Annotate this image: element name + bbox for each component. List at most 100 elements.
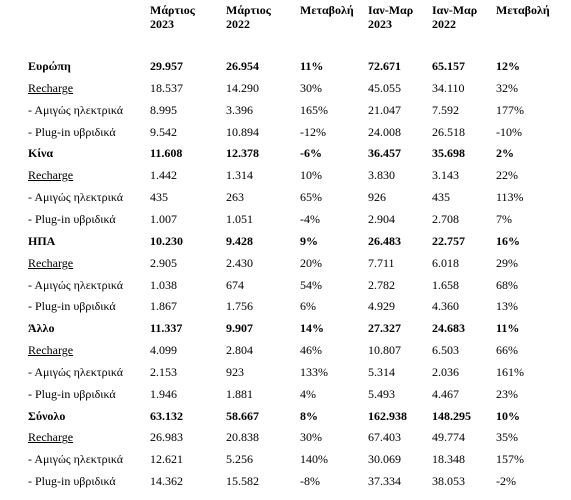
row-value: 1.881: [226, 386, 253, 401]
column-header: 2022: [432, 17, 456, 31]
row-value: 1.038: [150, 277, 177, 292]
group-value: 29.957: [150, 59, 183, 73]
row-label: - Αμιγώς ηλεκτρικά: [28, 102, 124, 117]
row-value: 14.290: [226, 80, 259, 95]
group-value: 72.671: [368, 59, 401, 73]
row-value: 20.838: [226, 430, 259, 445]
row-value: 5.256: [226, 452, 253, 467]
row-value: 6.018: [432, 255, 459, 270]
row-value: 133%: [300, 364, 328, 379]
row-value: 34.110: [432, 80, 465, 95]
row-value: 140%: [300, 452, 328, 467]
column-header: 2022: [226, 17, 250, 31]
row-value: 2.804: [226, 343, 253, 358]
group-value: 2%: [496, 146, 514, 161]
group-value: 11.608: [150, 146, 183, 161]
column-header: Ιαν-Μαρ: [432, 3, 478, 17]
row-value: 1.658: [432, 277, 459, 292]
group-value: -6%: [300, 146, 322, 161]
row-value: -10%: [496, 124, 522, 139]
row-value: 21.047: [368, 102, 401, 117]
group-value: 9.907: [226, 321, 253, 336]
row-value: 674: [226, 277, 244, 292]
group-value: 22.757: [432, 233, 465, 248]
row-value: 67.403: [368, 430, 401, 445]
group-value: 12%: [496, 59, 520, 73]
row-value: 30.069: [368, 452, 401, 467]
group-value: 11.337: [150, 321, 183, 336]
row-value: 22%: [496, 168, 518, 183]
row-value: -2%: [496, 474, 516, 489]
row-value: 2.904: [368, 211, 395, 226]
row-value: 23%: [496, 386, 518, 401]
row-value: 29%: [496, 255, 518, 270]
row-value: 113%: [496, 190, 524, 205]
column-header: 2023: [368, 17, 392, 31]
group-value: 26.954: [226, 59, 259, 73]
row-value: 4%: [300, 386, 316, 401]
group-value: 36.457: [368, 146, 401, 161]
row-value: -12%: [300, 124, 326, 139]
group-value: 148.295: [432, 408, 471, 423]
row-value: 32%: [496, 80, 518, 95]
row-value: 30%: [300, 80, 322, 95]
column-header: Μεταβολή: [496, 3, 550, 17]
row-value: 6%: [300, 299, 316, 314]
row-value: 7%: [496, 211, 512, 226]
row-value: 26.983: [150, 430, 183, 445]
group-value: 8%: [300, 408, 318, 423]
row-label: Recharge: [28, 343, 74, 358]
row-value: 4.467: [432, 386, 459, 401]
row-value: 923: [226, 364, 244, 379]
group-label: Ευρώπη: [28, 59, 71, 73]
row-value: -4%: [300, 211, 320, 226]
row-value: 13%: [496, 299, 518, 314]
row-value: 2.708: [432, 211, 459, 226]
row-label: - Plug-in υβριδικά: [28, 299, 116, 314]
row-value: 54%: [300, 277, 322, 292]
column-header: Μεταβολή: [300, 3, 354, 17]
row-value: 35%: [496, 430, 518, 445]
row-value: 15.582: [226, 474, 259, 489]
row-value: 3.830: [368, 168, 395, 183]
row-value: 26.518: [432, 124, 465, 139]
row-value: 6.503: [432, 343, 459, 358]
row-value: 18.348: [432, 452, 465, 467]
row-value: 177%: [496, 102, 524, 117]
group-value: 10.230: [150, 233, 183, 248]
row-label: - Αμιγώς ηλεκτρικά: [28, 364, 124, 379]
row-value: 1.314: [226, 168, 253, 183]
row-label: - Αμιγώς ηλεκτρικά: [28, 452, 124, 467]
row-value: 1.442: [150, 168, 177, 183]
row-value: 435: [432, 190, 450, 205]
row-value: 20%: [300, 255, 322, 270]
group-value: 58.667: [226, 408, 259, 423]
row-value: 14.362: [150, 474, 183, 489]
group-value: 11%: [300, 59, 324, 73]
row-value: 9.542: [150, 124, 177, 139]
row-value: 1.946: [150, 386, 177, 401]
row-value: 10.807: [368, 343, 401, 358]
group-value: 162.938: [368, 408, 407, 423]
row-value: 2.782: [368, 277, 395, 292]
group-value: 12.378: [226, 146, 259, 161]
row-value: 1.051: [226, 211, 253, 226]
group-value: 11%: [496, 321, 520, 336]
row-value: 1.756: [226, 299, 253, 314]
row-value: 157%: [496, 452, 524, 467]
row-label: - Plug-in υβριδικά: [28, 124, 116, 139]
row-value: 65%: [300, 190, 322, 205]
group-value: 10%: [496, 408, 520, 423]
group-value: 9%: [300, 233, 318, 248]
row-value: 926: [368, 190, 386, 205]
group-value: 35.698: [432, 146, 465, 161]
column-header: Μάρτιος: [226, 3, 271, 17]
row-value: 7.711: [368, 255, 395, 270]
row-label: Recharge: [28, 80, 74, 95]
row-value: 5.314: [368, 364, 395, 379]
row-label: - Plug-in υβριδικά: [28, 474, 116, 489]
group-value: 65.157: [432, 59, 465, 73]
group-value: 24.683: [432, 321, 465, 336]
group-value: 14%: [300, 321, 324, 336]
